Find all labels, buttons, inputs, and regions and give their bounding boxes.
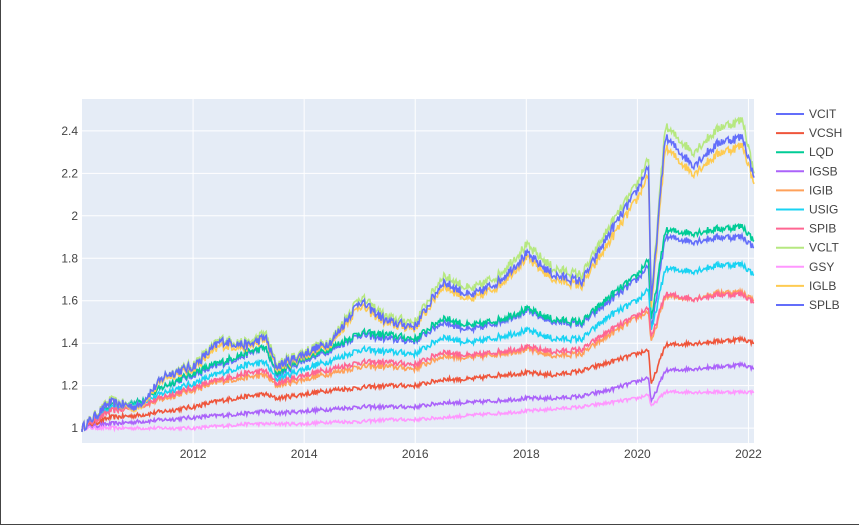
legend-label: VCIT: [809, 107, 837, 121]
legend-label: SPIB: [809, 222, 836, 236]
legend-item-splb[interactable]: SPLB: [776, 298, 840, 312]
x-tick-label: 2020: [624, 447, 651, 461]
x-tick-label: 2014: [291, 447, 318, 461]
legend-item-spib[interactable]: SPIB: [776, 222, 836, 236]
legend-label: VCSH: [809, 126, 842, 140]
legend-item-lqd[interactable]: LQD: [776, 145, 834, 159]
legend-label: SPLB: [809, 298, 840, 312]
series-line-igsb: [81, 360, 754, 431]
legend-label: VCLT: [809, 241, 839, 255]
legend[interactable]: VCIT VCSH LQD IGSB IGIB USIG SPIB VCLT GSY IGLB SP…: [776, 107, 842, 312]
legend-label: IGLB: [809, 279, 836, 293]
y-tick-label: 1.2: [61, 379, 78, 393]
legend-label: USIG: [809, 203, 838, 217]
series-line-usig: [81, 259, 755, 431]
x-tick-label: 2022: [735, 447, 762, 461]
x-tick-label: 2012: [180, 447, 207, 461]
series-line-spib: [81, 289, 755, 431]
series-lines: [81, 116, 755, 433]
legend-item-igsb[interactable]: IGSB: [776, 164, 838, 178]
legend-label: IGSB: [809, 164, 838, 178]
legend-item-usig[interactable]: USIG: [776, 203, 838, 217]
legend-item-vclt[interactable]: VCLT: [776, 241, 839, 255]
y-tick-label: 2.4: [61, 124, 78, 138]
y-tick-label: 2.2: [61, 166, 78, 180]
series-line-splb: [81, 133, 755, 433]
y-tick-label: 1.4: [61, 336, 78, 350]
y-tick-label: 2: [71, 209, 78, 223]
y-tick-label: 1.8: [61, 251, 78, 265]
x-tick-label: 2018: [513, 447, 540, 461]
legend-item-igib[interactable]: IGIB: [776, 183, 833, 197]
series-line-vclt: [81, 116, 755, 433]
y-tick-label: 1.6: [61, 294, 78, 308]
x-tick-label: 2016: [402, 447, 429, 461]
legend-label: GSY: [809, 260, 834, 274]
legend-label: IGIB: [809, 183, 833, 197]
legend-item-iglb[interactable]: IGLB: [776, 279, 836, 293]
legend-item-vcsh[interactable]: VCSH: [776, 126, 842, 140]
series-line-vcsh: [81, 334, 755, 431]
legend-label: LQD: [809, 145, 834, 159]
x-axis: 2012 2014 2016 2018 2020 2022: [180, 447, 762, 461]
legend-item-vcit[interactable]: VCIT: [776, 107, 837, 121]
series-line-gsy: [81, 387, 755, 433]
y-tick-label: 1: [71, 421, 78, 435]
legend-item-gsy[interactable]: GSY: [776, 260, 834, 274]
y-axis: 1 1.2 1.4 1.6 1.8 2 2.2 2.4: [61, 124, 78, 435]
